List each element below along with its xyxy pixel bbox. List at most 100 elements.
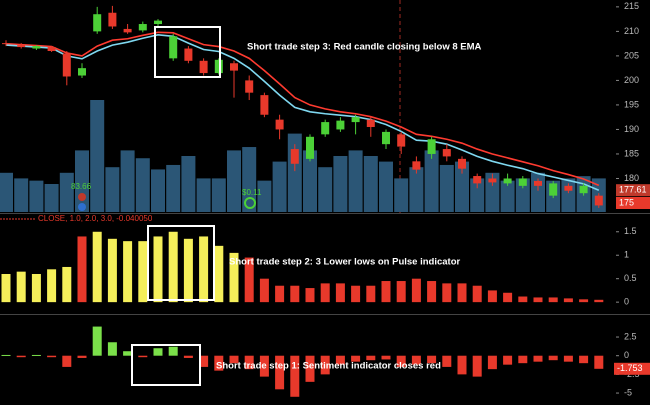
volume-bar [500,180,515,212]
highlight-box [131,344,201,386]
volume-bar [44,184,59,212]
indicator-bar [594,299,604,303]
indicator-bar [503,292,513,303]
candle-body [32,46,41,49]
y-tick-label: 210 [624,26,639,36]
indicator-bar [472,285,482,303]
price-marker [616,196,650,209]
indicator-bar [396,355,406,367]
candle-body [138,24,147,31]
volume-bar [135,158,150,212]
candle-body [184,48,193,61]
candle-body [62,53,71,77]
candle-body [351,117,360,123]
indicator-bar [199,236,209,303]
indicator-bar [199,355,209,367]
indicator-bar [335,355,345,365]
candle-body [564,185,573,191]
annotation: Short trade step 3: Red candle closing b… [247,42,482,53]
indicator-bar [548,355,558,361]
highlight-box [154,26,221,78]
volume-bar [394,178,409,212]
y-tick-label: 215 [624,1,639,11]
indicator-bar [503,355,513,365]
indicator-bar [563,355,573,362]
y-tick-label: 1.5 [624,226,637,236]
volume-bar [90,100,105,212]
candle-body [260,95,269,115]
price-marker [616,184,650,197]
candle-body [412,161,421,170]
indicator-bar [31,354,41,356]
volume-bar [211,178,226,212]
indicator-bar [320,283,330,303]
indicator-bar [47,269,57,303]
candle-body [382,131,390,145]
indicator-bar [229,252,239,303]
indicator-bar [305,288,315,303]
indicator-bar [275,355,285,390]
indicator-bar [1,354,11,356]
indicator-bar [1,273,11,303]
volume-bar [227,150,241,212]
indicator-bar [62,266,72,303]
volume-bar [181,156,196,212]
candle-body [275,119,284,130]
highlight-box [147,225,215,301]
annotation: Short trade step 1: Sentiment indicator … [216,361,441,372]
indicator-bar [138,355,148,358]
indicator-bar [579,299,589,303]
candle-body [93,14,102,32]
indicator-bar [244,355,254,370]
indicator-bar [92,231,102,303]
indicator-bar [366,355,376,361]
indicator-bar [563,298,573,303]
indicator-bar [381,281,391,303]
y-tick-label: 200 [624,75,639,85]
candle-body [214,59,223,74]
volume-bar [59,172,74,212]
volume-bar [303,150,317,212]
event-icon [78,203,86,211]
indicator-bar [487,290,497,303]
y-tick-label: -5 [624,387,632,397]
candle-body [108,12,117,27]
volume-bar [0,172,13,212]
volume-bar [120,150,135,212]
indicator-bar [411,355,421,365]
candle-body [230,63,238,71]
volume-bar [485,172,500,212]
indicator-bar [107,342,117,356]
indicator-bar [214,355,224,371]
indicator-bar [457,283,467,303]
volume-bar [333,156,348,212]
plot-layer: 175180185190195200205210215177.6117500.5… [0,1,650,397]
indicator-bar [259,355,269,377]
indicator-bar [16,355,26,358]
indicator-bar [153,236,163,303]
candle-body [366,119,375,127]
indicator-bar [518,296,528,303]
y-tick-label: 205 [624,50,639,60]
candle-body [488,178,497,183]
volume-bar [242,147,257,212]
indicator-bar [107,238,117,303]
indicator-bar [381,355,391,360]
volume-bar [105,167,120,212]
candle-body [245,80,254,93]
candle-body [473,176,482,184]
y-tick-label: 185 [624,148,639,158]
price-marker-label: 175 [619,197,634,207]
candle-body [518,178,527,186]
volume-bar [166,164,181,212]
indicator-bar [123,241,133,303]
candle-body [17,45,26,48]
volume-bar [379,161,393,212]
candle-body [47,47,56,51]
candle-body [594,195,603,206]
price-marker-label: 177.61 [619,185,647,195]
candle-body [199,60,208,74]
indicator-bar [411,278,421,303]
indicator-bar [77,355,87,358]
indicator-bar [320,355,330,375]
